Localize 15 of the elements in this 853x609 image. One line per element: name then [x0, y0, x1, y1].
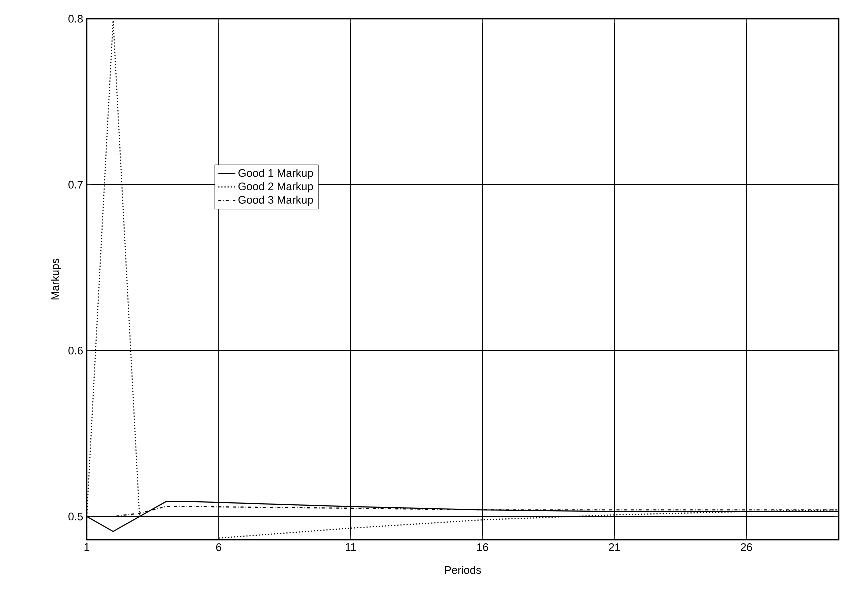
y-axis-title: Markups [51, 258, 62, 300]
x-tick-label: 16 [478, 544, 488, 552]
x-axis-title: Periods [445, 566, 482, 574]
y-tick-label: 0.5 [68, 512, 84, 521]
legend-label: Good 1 Markup [238, 169, 314, 180]
x-tick-label: 1 [84, 544, 90, 552]
x-tick-label: 11 [346, 544, 356, 552]
x-tick-label: 21 [609, 544, 620, 552]
x-tick-label: 6 [216, 544, 222, 552]
y-tick-label: 0.8 [68, 15, 83, 23]
y-tick-label: 0.7 [68, 181, 83, 189]
x-tick-label: 26 [741, 544, 752, 552]
y-tick-label: 0.6 [68, 346, 83, 355]
legend-label: Good 2 Markup [238, 182, 314, 193]
legend-label: Good 3 Markup [238, 196, 314, 206]
